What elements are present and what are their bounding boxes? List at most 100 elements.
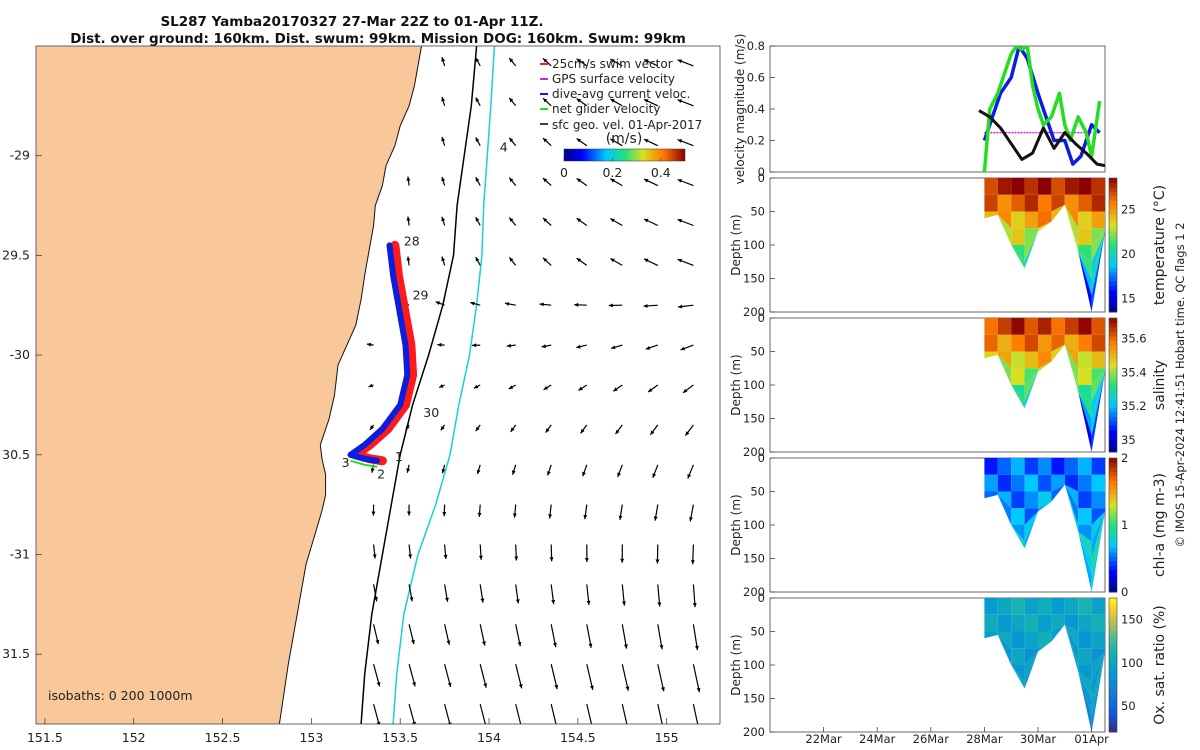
- geo-vector-head: [610, 59, 615, 63]
- section-cell: [984, 491, 998, 499]
- geo-vector-head: [644, 258, 649, 263]
- geo-vector-head: [659, 645, 664, 650]
- geo-vector-head: [480, 598, 485, 603]
- section-cell: [1091, 211, 1105, 229]
- geo-vector: [692, 624, 699, 651]
- geo-vector-head: [678, 304, 683, 309]
- section-cell: [984, 318, 998, 335]
- day-label: 1: [395, 449, 403, 464]
- section-colorbar-step: [1109, 498, 1117, 504]
- geo-vector-head: [653, 516, 658, 521]
- section-cell: [997, 334, 1012, 352]
- section-cell: [997, 458, 1012, 475]
- section-cell: [1078, 334, 1092, 352]
- section-cell: [1078, 531, 1092, 592]
- section-colorbar-label: temperature (°C): [1152, 185, 1168, 305]
- section-cell: [997, 631, 1012, 649]
- section-cell: [1091, 231, 1105, 312]
- section-colorbar-step: [1109, 367, 1117, 373]
- geo-vector-head: [370, 425, 375, 430]
- geo-vector-head: [440, 426, 445, 431]
- section-y-tick-label: 150: [743, 272, 765, 286]
- geo-vector-head: [650, 430, 655, 435]
- section-colorbar-step: [1109, 298, 1117, 304]
- geo-vector-head: [689, 517, 693, 522]
- section-cell: [1051, 194, 1065, 212]
- geo-vector-head: [611, 345, 616, 350]
- section-cell: [1024, 511, 1038, 549]
- geo-vector-head: [406, 216, 411, 221]
- section-colorbar-tick: 35.2: [1121, 399, 1147, 413]
- geo-vector: [692, 664, 700, 693]
- section-colorbar-step: [1109, 691, 1117, 697]
- section-cell: [984, 334, 998, 352]
- geo-vector-head: [441, 97, 446, 102]
- section-colorbar-step: [1109, 458, 1117, 463]
- time-x-tick-label: 24Mar: [859, 732, 896, 746]
- geo-vector-head: [372, 554, 377, 559]
- section-cell: [1024, 508, 1038, 525]
- section-cell: [1038, 178, 1052, 195]
- geo-vector-head: [483, 683, 488, 688]
- geo-vector-head: [586, 600, 591, 605]
- geo-vector: [515, 703, 522, 724]
- section-colorbar-step: [1109, 276, 1117, 282]
- section-cell: [997, 494, 1012, 525]
- section-y-tick-label: 150: [743, 692, 765, 706]
- vel-y-tick-label: 0: [758, 165, 765, 179]
- section-colorbar-step: [1109, 289, 1117, 295]
- geo-vector-head: [582, 471, 586, 477]
- section-ylabel: Depth (m): [729, 634, 743, 695]
- geo-vector-head: [589, 685, 594, 690]
- geo-vector: [621, 624, 628, 649]
- section-colorbar-step: [1109, 565, 1117, 571]
- section-cell: [984, 211, 998, 219]
- section-cell: [1011, 194, 1025, 212]
- section-colorbar-step: [1109, 542, 1117, 548]
- geo-vector-head: [442, 512, 447, 517]
- section-colorbar-step: [1109, 578, 1117, 584]
- section-data: [984, 458, 1105, 592]
- section-cell: [1011, 178, 1025, 195]
- geo-vector-head: [652, 473, 657, 478]
- section-colorbar-tick: 15: [1121, 292, 1136, 306]
- section-cell: [1038, 614, 1052, 632]
- map-x-tick-label: 152.5: [205, 730, 241, 745]
- section-cell: [1078, 211, 1092, 229]
- geo-vector-head: [441, 256, 446, 262]
- section-cell: [984, 178, 998, 195]
- title-line-1: SL287 Yamba20170327 27-Mar 22Z to 01-Apr…: [160, 14, 543, 30]
- legend-swim: 25cm/s swim vector: [552, 57, 673, 71]
- legend-current: dive-avg current veloc.: [552, 87, 690, 101]
- section-cell: [1011, 598, 1025, 615]
- section-cell: [1064, 598, 1079, 615]
- section-y-tick-label: 150: [743, 412, 765, 426]
- section-cell: [1078, 178, 1092, 195]
- section-cell: [1064, 204, 1079, 245]
- geo-vector-head: [548, 514, 553, 519]
- velocity-ylabel: velocity magnitude (m/s): [733, 34, 747, 185]
- geo-vector-head: [512, 513, 517, 518]
- velocity-series: [978, 46, 1105, 172]
- section-cell: [1078, 194, 1092, 212]
- section-colorbar-step: [1109, 583, 1117, 589]
- section-cell: [1064, 484, 1079, 532]
- section-colorbar-step: [1109, 186, 1117, 192]
- section-cell: [1024, 194, 1038, 212]
- section-colorbar-frame: [1108, 177, 1118, 313]
- section-cell: [984, 351, 998, 359]
- geo-vector-head: [626, 726, 630, 730]
- section-cell: [997, 491, 1012, 509]
- section-colorbar-step: [1109, 718, 1117, 724]
- section-cell: [984, 458, 998, 475]
- section-colorbar-step: [1109, 669, 1117, 675]
- section-colorbar-step: [1109, 651, 1117, 657]
- geo-vector-head: [407, 511, 411, 516]
- section-cell: [1091, 648, 1105, 665]
- geo-vector-head: [625, 686, 630, 691]
- section-colorbar-step: [1109, 416, 1117, 422]
- section-y-tick-label: 0: [758, 591, 765, 605]
- vel-y-tick-label: 0.4: [747, 102, 765, 116]
- geo-vector-head: [685, 431, 690, 436]
